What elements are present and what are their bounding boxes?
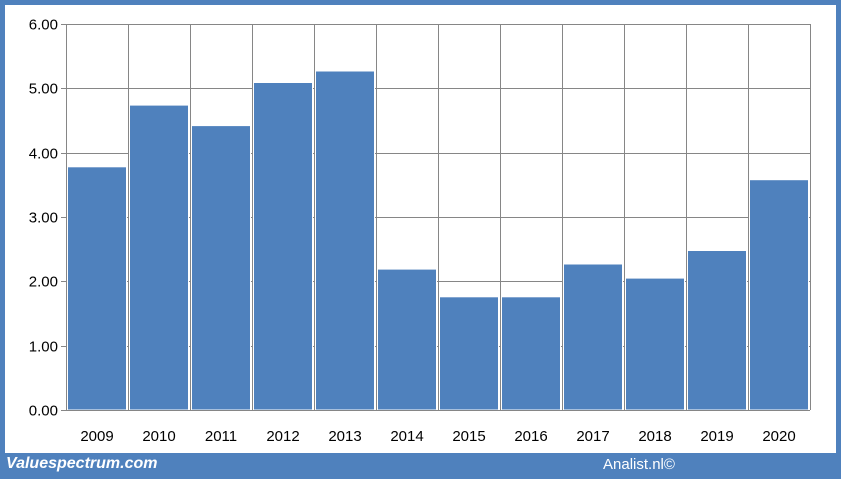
y-tick-label: 0.00 xyxy=(29,403,58,420)
x-tick-label: 2010 xyxy=(142,428,175,445)
chart-panel: 0.00 1.00 2.00 3.00 4.00 5.00 6.00 2009 2010 201… xyxy=(5,5,836,453)
x-tick-label: 2018 xyxy=(638,428,671,445)
bars xyxy=(67,70,809,411)
x-tick-label: 2013 xyxy=(328,428,361,445)
bar-2019 xyxy=(687,250,747,411)
y-tick-labels: 0.00 1.00 2.00 3.00 4.00 5.00 6.00 xyxy=(29,17,58,420)
bar-2020 xyxy=(749,179,809,411)
x-tick-label: 2009 xyxy=(80,428,113,445)
footer-credit-label: Analist.nl© xyxy=(603,456,675,473)
y-tick-label: 3.00 xyxy=(29,210,58,227)
bar-2015 xyxy=(439,296,499,411)
gridlines xyxy=(66,24,811,410)
bar-2014 xyxy=(377,268,437,411)
bar-2012 xyxy=(253,82,313,411)
x-tick-label: 2015 xyxy=(452,428,485,445)
x-tick-label: 2014 xyxy=(390,428,423,445)
x-tick-label: 2011 xyxy=(205,428,237,445)
bar-2011 xyxy=(191,125,251,411)
bar-2010 xyxy=(129,104,189,411)
bar-2016 xyxy=(501,296,561,411)
x-tick-label: 2016 xyxy=(514,428,547,445)
x-tick-label: 2019 xyxy=(700,428,733,445)
x-tick-label: 2012 xyxy=(266,428,299,445)
y-tick-label: 5.00 xyxy=(29,81,58,98)
x-tick-label: 2020 xyxy=(762,428,795,445)
bar-2009 xyxy=(67,166,127,411)
bar-2017 xyxy=(563,263,623,411)
bar-chart: 0.00 1.00 2.00 3.00 4.00 5.00 6.00 2009 2010 201… xyxy=(29,17,811,445)
y-tick-label: 4.00 xyxy=(29,146,58,163)
footer-source-label: Valuespectrum.com xyxy=(6,455,158,472)
bar-2013 xyxy=(315,70,375,411)
y-tick-label: 1.00 xyxy=(29,339,58,356)
y-tick-label: 6.00 xyxy=(29,17,58,34)
axes xyxy=(61,24,810,411)
bar-2018 xyxy=(625,277,685,411)
y-tick-label: 2.00 xyxy=(29,274,58,291)
x-tick-labels: 2009 2010 2011 2012 2013 2014 2015 2016 2017 2018… xyxy=(80,428,795,445)
x-tick-label: 2017 xyxy=(576,428,609,445)
